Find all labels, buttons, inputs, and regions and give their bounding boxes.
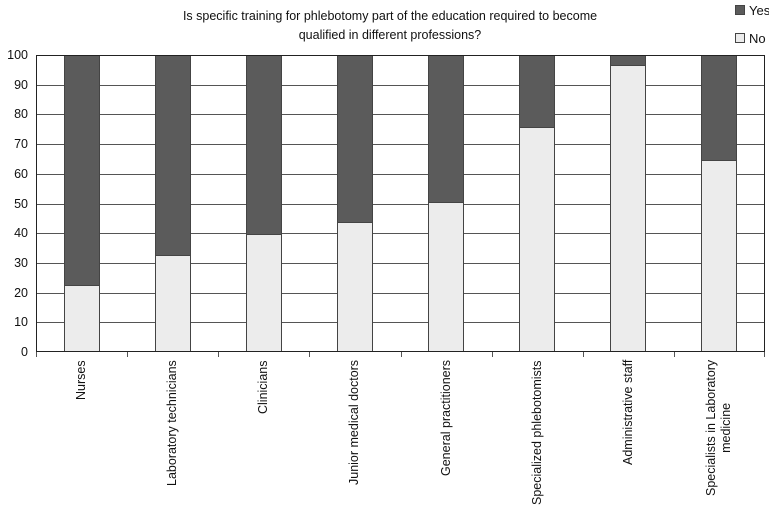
x-tick <box>218 352 220 357</box>
legend: Yes No <box>735 0 769 56</box>
bar-segment-no <box>337 222 372 351</box>
gridline <box>37 233 764 235</box>
y-tick-label: 50 <box>14 196 28 211</box>
legend-label-no: No <box>749 30 766 46</box>
x-tick-label: Laboratory technicians <box>165 360 180 486</box>
y-tick-label: 40 <box>14 226 28 241</box>
y-tick-label: 60 <box>14 166 28 181</box>
x-tick-label: Specialists in Laboratory medicine <box>704 360 734 496</box>
x-tick-label-line: Specialized phlebotomists <box>529 360 544 505</box>
x-tick-label-line: medicine <box>719 402 734 453</box>
legend-label-yes: Yes <box>749 2 769 18</box>
y-tick-label: 20 <box>14 285 28 300</box>
bar-specialists-in-laboratory-medicine <box>701 56 738 351</box>
y-tick-label: 70 <box>14 137 28 152</box>
legend-item-no: No <box>735 28 769 48</box>
x-tick <box>491 352 493 357</box>
x-tick-label-line: Laboratory technicians <box>165 360 180 486</box>
gridline <box>37 114 764 116</box>
bar-segment-yes <box>520 56 555 129</box>
y-tick-label: 10 <box>14 315 28 330</box>
x-tick-label: Clinicians <box>256 361 271 415</box>
x-tick <box>309 352 311 357</box>
bar-nurses <box>63 56 100 351</box>
bar-segment-yes <box>611 56 646 66</box>
x-tick <box>673 352 675 357</box>
x-tick-label: Nurses <box>74 360 89 400</box>
bar-segment-no <box>702 159 737 351</box>
gridline <box>37 144 764 146</box>
bar-segment-yes <box>155 56 190 256</box>
bar-segment-yes <box>337 56 372 224</box>
x-tick-label: Specialized phlebotomists <box>530 360 545 505</box>
gridline <box>37 173 764 175</box>
y-tick-label: 80 <box>14 107 28 122</box>
x-tick-label-line: Nurses <box>74 360 89 400</box>
bar-general-practitioners <box>428 56 465 351</box>
gridline <box>37 322 764 324</box>
bar-junior-medical-doctors <box>336 56 373 351</box>
gridline <box>37 292 764 294</box>
bar-segment-no <box>520 127 555 351</box>
bar-segment-yes <box>64 56 99 286</box>
x-tick <box>127 352 129 357</box>
legend-item-yes: Yes <box>735 0 769 20</box>
gridline <box>37 84 764 86</box>
bar-segment-yes <box>702 56 737 161</box>
legend-swatch-no <box>735 33 745 43</box>
bar-specialized-phlebotomists <box>519 56 556 351</box>
x-tick-label: Administrative staff <box>621 360 636 465</box>
x-tick-label-line: Junior medical doctors <box>347 359 362 485</box>
chart-title: Is specific training for phlebotomy part… <box>150 7 630 45</box>
y-tick-label: 100 <box>7 48 28 62</box>
bar-segment-yes <box>246 56 281 236</box>
legend-swatch-yes <box>735 5 745 15</box>
bar-segment-no <box>155 254 190 351</box>
y-tick-label: 90 <box>14 77 28 92</box>
x-tick <box>582 352 584 357</box>
y-tick-label: 0 <box>21 345 28 359</box>
bar-segment-no <box>246 234 281 351</box>
x-tick-label-line: Administrative staff <box>620 359 635 465</box>
x-tick-label: General practitioners <box>439 360 454 476</box>
x-tick <box>400 352 402 357</box>
bar-clinicians <box>245 56 282 351</box>
gridline <box>37 262 764 264</box>
bar-laboratory-technicians <box>154 56 191 351</box>
chart-title-line-1: Is specific training for phlebotomy part… <box>182 9 598 23</box>
plot-area <box>36 55 765 352</box>
x-tick-label-line: Specialists in Laboratory <box>704 359 719 496</box>
x-tick <box>764 352 765 357</box>
x-tick-label: Junior medical doctors <box>347 360 362 485</box>
bar-administrative-staff <box>610 56 647 351</box>
y-tick-label: 30 <box>14 255 28 270</box>
bar-segment-yes <box>429 56 464 203</box>
bar-segment-no <box>64 284 99 351</box>
x-tick <box>36 352 37 357</box>
chart-title-line-2: qualified in different professions? <box>298 28 482 42</box>
bar-segment-no <box>611 64 646 351</box>
bar-segment-no <box>429 201 464 351</box>
x-tick-label-line: General practitioners <box>438 359 453 476</box>
x-tick-label-line: Clinicians <box>256 360 271 415</box>
gridline <box>37 203 764 205</box>
